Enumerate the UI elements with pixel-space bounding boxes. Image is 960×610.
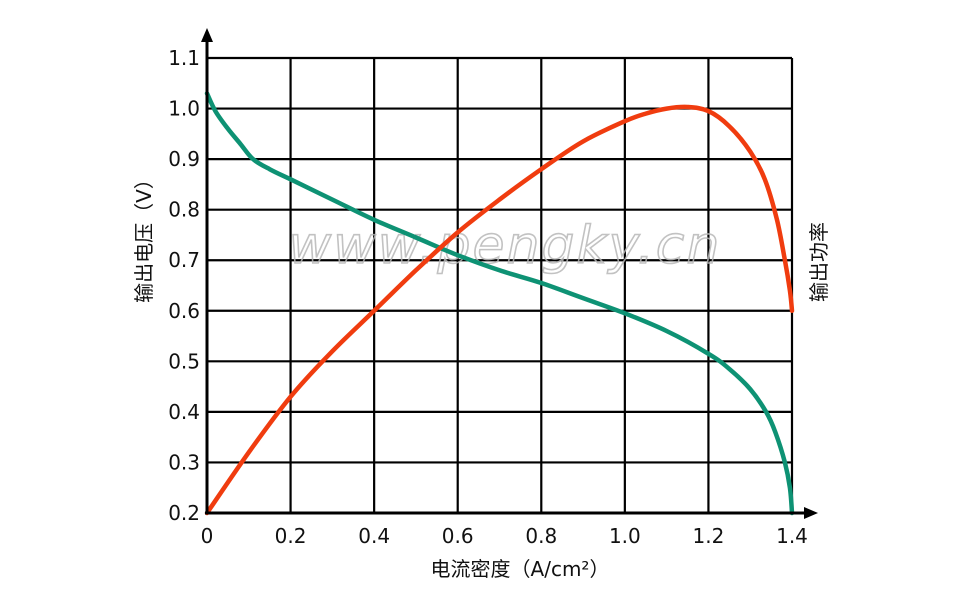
x-tick-label: 1.4 bbox=[776, 524, 808, 548]
x-tick-label: 0.4 bbox=[358, 524, 390, 548]
x-tick-label: 0.8 bbox=[525, 524, 557, 548]
x-tick-label: 0.2 bbox=[275, 524, 307, 548]
y-tick-label: 0.8 bbox=[168, 198, 200, 222]
data-series bbox=[204, 91, 795, 516]
y-tick-label: 0.4 bbox=[168, 400, 200, 424]
power-curve bbox=[204, 104, 795, 516]
x-tick-label: 0.6 bbox=[442, 524, 474, 548]
grid-lines bbox=[207, 56, 794, 513]
y-tick-label: 0.6 bbox=[168, 299, 200, 323]
axes bbox=[201, 28, 818, 519]
y-axis-ticks: 0.2 0.3 0.4 0.5 0.6 0.7 0.8 0.9 1.0 1.1 bbox=[168, 46, 200, 525]
y-tick-label: 0.7 bbox=[168, 248, 200, 272]
y-axis-title: 输出电压（V） bbox=[132, 169, 156, 303]
y-tick-label: 0.5 bbox=[168, 349, 200, 373]
y-tick-label: 1.0 bbox=[168, 97, 200, 121]
x-axis-ticks: 0 0.2 0.4 0.6 0.8 1.0 1.2 1.4 bbox=[201, 524, 808, 548]
x-tick-label: 1.0 bbox=[609, 524, 641, 548]
x-axis-arrow-icon bbox=[804, 507, 818, 519]
y-tick-label: 1.1 bbox=[168, 46, 200, 70]
y-tick-label: 0.9 bbox=[168, 147, 200, 171]
x-tick-label: 0 bbox=[201, 524, 214, 548]
y2-axis-title: 输出功率 bbox=[807, 222, 831, 302]
y-axis-arrow-icon bbox=[201, 28, 213, 42]
x-tick-label: 1.2 bbox=[693, 524, 725, 548]
y-tick-label: 0.3 bbox=[168, 450, 200, 474]
x-axis-title: 电流密度（A/cm²） bbox=[431, 557, 610, 581]
voltage-curve bbox=[204, 91, 795, 516]
watermark: www.pengky.cn bbox=[289, 216, 722, 276]
y-tick-label: 0.2 bbox=[168, 501, 200, 525]
